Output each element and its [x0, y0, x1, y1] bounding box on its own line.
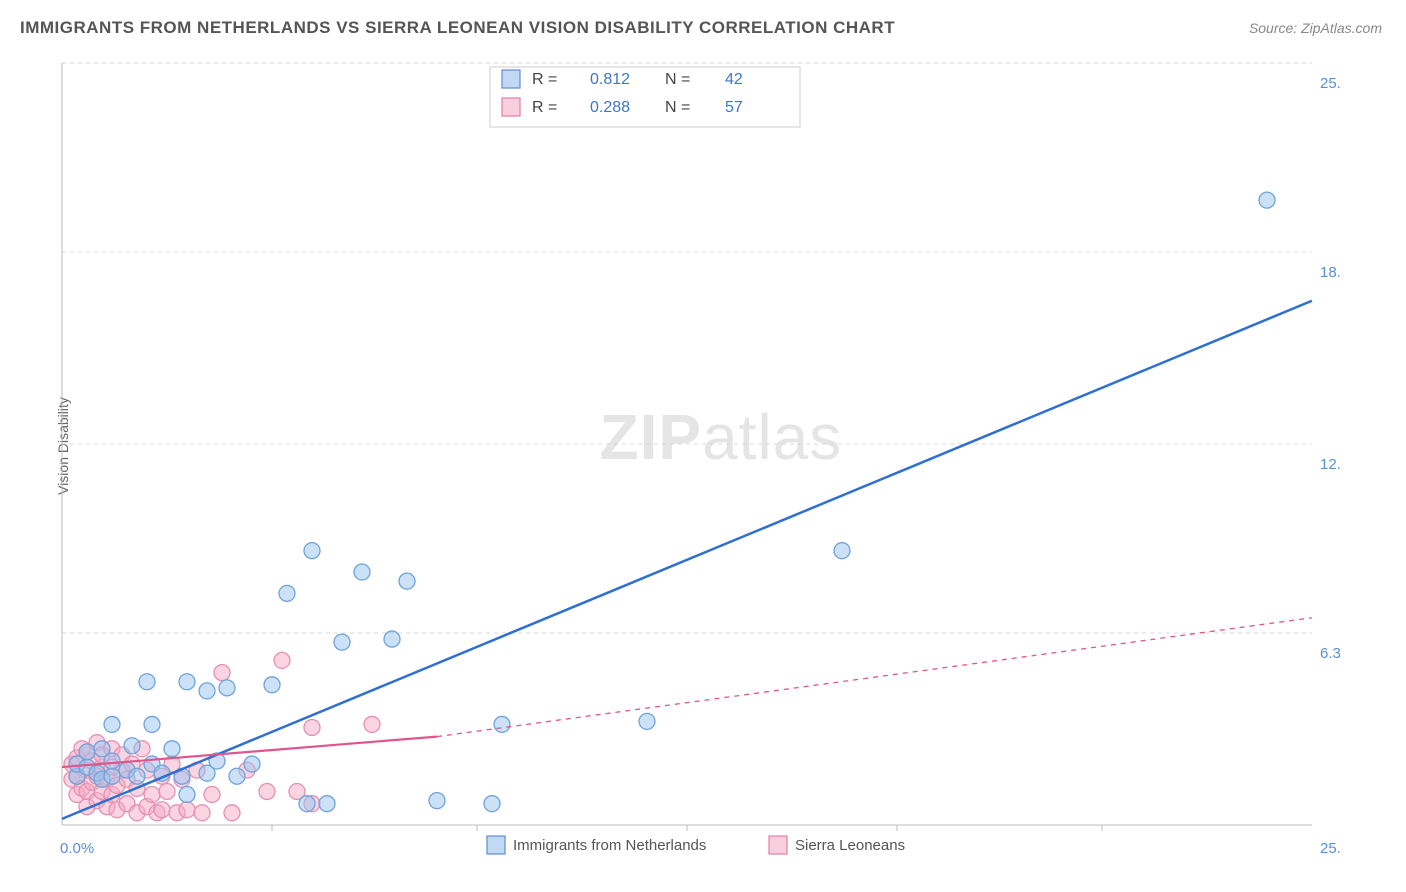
data-point-blue	[484, 796, 500, 812]
data-point-blue	[834, 543, 850, 559]
data-point-blue	[304, 543, 320, 559]
data-point-pink	[259, 783, 275, 799]
bottom-legend-swatch	[487, 836, 505, 854]
legend-n-label: N =	[665, 99, 690, 116]
data-point-pink	[224, 805, 240, 821]
legend-n-value: 57	[725, 99, 743, 116]
y-tick-label: 25.0%	[1320, 75, 1340, 92]
data-point-blue	[164, 741, 180, 757]
data-point-blue	[639, 713, 655, 729]
y-tick-label: 6.3%	[1320, 645, 1340, 662]
data-point-blue	[104, 768, 120, 784]
data-point-blue	[279, 585, 295, 601]
data-point-blue	[319, 796, 335, 812]
data-point-blue	[334, 634, 350, 650]
legend-r-value: 0.288	[590, 99, 630, 116]
data-point-pink	[159, 783, 175, 799]
data-point-blue	[129, 768, 145, 784]
data-point-blue	[264, 677, 280, 693]
legend-swatch	[502, 70, 520, 88]
data-point-blue	[384, 631, 400, 647]
data-point-blue	[124, 738, 140, 754]
data-point-pink	[274, 652, 290, 668]
data-point-pink	[194, 805, 210, 821]
data-point-pink	[304, 719, 320, 735]
data-point-pink	[364, 716, 380, 732]
y-tick-label: 18.8%	[1320, 264, 1340, 281]
y-tick-label: 12.5%	[1320, 456, 1340, 473]
data-point-blue	[219, 680, 235, 696]
bottom-legend-label: Sierra Leoneans	[795, 837, 905, 854]
data-point-blue	[399, 573, 415, 589]
data-point-blue	[354, 564, 370, 580]
watermark: ZIPatlas	[600, 401, 843, 473]
data-point-blue	[244, 756, 260, 772]
legend-r-label: R =	[532, 99, 557, 116]
data-point-blue	[299, 796, 315, 812]
bottom-legend-swatch	[769, 836, 787, 854]
data-point-pink	[214, 665, 230, 681]
data-point-blue	[1259, 192, 1275, 208]
data-point-blue	[139, 674, 155, 690]
legend-n-label: N =	[665, 71, 690, 88]
source-attribution: Source: ZipAtlas.com	[1249, 20, 1382, 36]
bottom-legend-label: Immigrants from Netherlands	[513, 837, 706, 854]
chart-area: 6.3%12.5%18.8%25.0%0.0%25.0%ZIPatlasR =0…	[50, 55, 1340, 835]
data-point-pink	[154, 802, 170, 818]
data-point-pink	[144, 787, 160, 803]
data-point-blue	[229, 768, 245, 784]
trendline-pink-dashed	[437, 618, 1312, 737]
chart-title: IMMIGRANTS FROM NETHERLANDS VS SIERRA LE…	[20, 18, 895, 38]
data-point-blue	[199, 683, 215, 699]
data-point-pink	[204, 787, 220, 803]
data-point-blue	[79, 744, 95, 760]
data-point-blue	[179, 674, 195, 690]
data-point-blue	[104, 753, 120, 769]
legend-r-label: R =	[532, 71, 557, 88]
data-point-blue	[179, 787, 195, 803]
legend-r-value: 0.812	[590, 71, 630, 88]
x-end-label: 25.0%	[1320, 840, 1340, 857]
data-point-blue	[494, 716, 510, 732]
trendline-blue	[62, 301, 1312, 819]
data-point-blue	[144, 716, 160, 732]
data-point-pink	[179, 802, 195, 818]
data-point-blue	[104, 716, 120, 732]
x-origin-label: 0.0%	[60, 840, 94, 857]
scatter-chart-svg: 6.3% 12.5% 18.8% 25.0% 0.0% 25.0% ZIPatlas R = 0…	[50, 55, 1340, 875]
legend-n-value: 42	[725, 71, 743, 88]
legend-swatch	[502, 98, 520, 116]
data-point-blue	[429, 793, 445, 809]
